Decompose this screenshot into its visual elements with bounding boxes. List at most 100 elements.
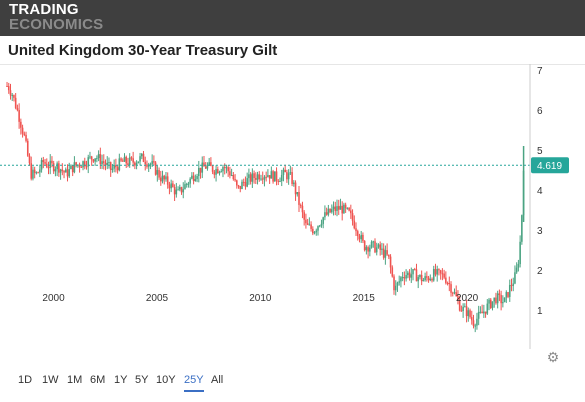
- candle-body: [197, 167, 200, 177]
- candle-body: [381, 248, 383, 250]
- candle-body: [362, 234, 364, 241]
- candle-body: [206, 164, 209, 169]
- range-button-all[interactable]: All: [211, 374, 224, 386]
- x-tick-label: 2010: [249, 293, 272, 304]
- candlestick-chart[interactable]: 1 2 3 4 5 6 7 2000 2005 2010 2015 2020 4.619: [0, 64, 585, 349]
- candle-body: [476, 318, 478, 326]
- candle-body: [158, 170, 160, 178]
- candle-body: [258, 174, 261, 180]
- candle-body: [149, 164, 152, 166]
- candle-body: [35, 172, 38, 174]
- candle-body: [139, 156, 141, 162]
- candle-body: [391, 267, 394, 277]
- candle-body: [51, 160, 53, 164]
- candle-body: [140, 153, 143, 157]
- range-button-10y[interactable]: 10Y: [156, 374, 176, 386]
- candle-body: [246, 178, 248, 187]
- candle-body: [426, 276, 428, 278]
- candle-body: [156, 170, 159, 175]
- range-button-1y[interactable]: 1Y: [114, 374, 128, 386]
- candle-body: [512, 283, 515, 286]
- candle-body: [26, 140, 29, 156]
- trading-economics-logo[interactable]: TRADING ECONOMICS: [9, 2, 103, 32]
- candle-body: [45, 163, 48, 168]
- candle-body: [438, 269, 440, 271]
- range-button-1d[interactable]: 1D: [18, 374, 33, 386]
- candle-body: [458, 300, 461, 311]
- candle-body: [199, 167, 202, 173]
- candle-body: [71, 165, 74, 173]
- candle-body: [132, 158, 134, 163]
- candle-body: [115, 165, 117, 168]
- range-button-1w[interactable]: 1W: [42, 374, 59, 386]
- candle-body: [306, 223, 309, 225]
- candle-body: [503, 297, 506, 303]
- candle-body: [405, 275, 407, 279]
- candle-body: [218, 171, 221, 174]
- candle-body: [327, 208, 330, 215]
- candle-body: [477, 311, 480, 319]
- candle-body: [255, 177, 257, 180]
- candle-body: [130, 157, 133, 159]
- candle-body: [489, 299, 492, 308]
- candle-body: [236, 180, 238, 186]
- candle-body: [348, 207, 350, 211]
- candle-body: [101, 161, 103, 165]
- candle-body: [166, 176, 169, 185]
- candle-body: [253, 173, 255, 178]
- candle-body: [106, 162, 109, 166]
- candle-body: [472, 320, 475, 326]
- candle-body: [401, 277, 404, 279]
- candle-body: [135, 163, 138, 166]
- candle-body: [331, 209, 333, 213]
- candle-body: [486, 303, 489, 314]
- chart-title: United Kingdom 30-Year Treasury Gilt: [8, 42, 278, 59]
- candle-body: [6, 86, 8, 87]
- candle-body: [277, 180, 280, 182]
- candle-body: [420, 274, 423, 282]
- candle-body: [467, 310, 470, 317]
- candle-body: [408, 272, 411, 278]
- candle-body: [341, 205, 343, 214]
- candle-body: [353, 220, 356, 229]
- candle-body: [11, 95, 14, 97]
- candle-body: [170, 183, 172, 189]
- candle-body: [109, 162, 112, 170]
- candle-body: [310, 224, 312, 229]
- candle-body: [244, 182, 247, 187]
- candle-body: [9, 90, 12, 96]
- candle-body: [189, 178, 191, 184]
- range-button-25y[interactable]: 25Y: [184, 374, 204, 392]
- candle-body: [210, 162, 212, 167]
- candle-body: [318, 225, 321, 227]
- x-tick-label: 2000: [42, 293, 65, 304]
- range-button-6m[interactable]: 6M: [90, 374, 106, 386]
- candle-body: [260, 178, 262, 180]
- y-tick-label: 3: [537, 226, 543, 237]
- candle-body: [296, 191, 299, 195]
- candle-body: [39, 169, 41, 173]
- candle-body: [379, 244, 381, 250]
- candle-body: [432, 269, 435, 281]
- candle-body: [97, 154, 100, 159]
- candle-body: [211, 166, 214, 172]
- candle-body: [272, 171, 274, 182]
- candle-body: [49, 160, 52, 168]
- y-tick-label: 5: [537, 146, 543, 157]
- candle-body: [436, 269, 439, 275]
- candle-body: [299, 204, 302, 206]
- candle-body: [159, 177, 162, 182]
- candle-body: [42, 160, 45, 163]
- candle-body: [493, 297, 496, 302]
- range-button-5y[interactable]: 5Y: [135, 374, 149, 386]
- candle-body: [192, 175, 195, 182]
- candle-body: [375, 247, 378, 253]
- gear-icon[interactable]: ⚙: [546, 349, 560, 365]
- candle-body: [372, 241, 375, 243]
- candle-body: [286, 172, 288, 180]
- candle-body: [163, 175, 166, 180]
- range-button-1m[interactable]: 1M: [67, 374, 83, 386]
- candle-body: [227, 167, 229, 172]
- candle-body: [223, 167, 226, 169]
- candle-body: [125, 156, 128, 164]
